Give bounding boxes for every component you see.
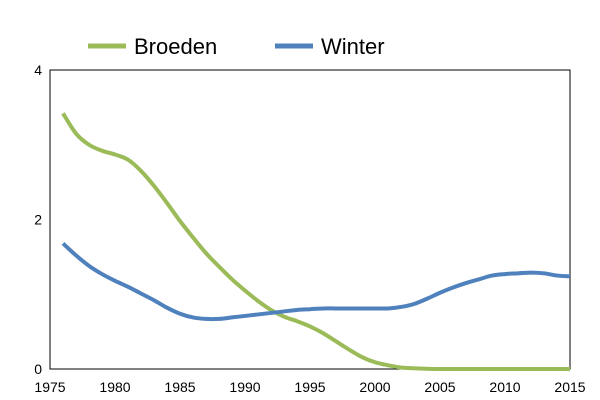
x-tick-label-2005: 2005 [424, 379, 455, 395]
x-tick-label-1975: 1975 [34, 379, 65, 395]
x-tick-label-1985: 1985 [164, 379, 195, 395]
x-tick-label-1995: 1995 [294, 379, 325, 395]
plot-area [49, 69, 571, 370]
y-tick-label-2: 2 [34, 212, 42, 228]
x-tick-label-1990: 1990 [229, 379, 260, 395]
x-tick-label-2010: 2010 [489, 379, 520, 395]
series-line-broeden [61, 112, 570, 372]
series-line-winter [61, 241, 571, 322]
x-tick-label-2015: 2015 [554, 379, 585, 395]
x-tick-label-2000: 2000 [359, 379, 390, 395]
y-axis: 0 2 4 [34, 62, 42, 377]
y-tick-label-0: 0 [34, 361, 42, 377]
x-axis: 1975 1980 1985 1990 1995 2000 2005 2010 2015 [34, 379, 585, 395]
series-layer [61, 112, 571, 372]
y-tick-label-4: 4 [34, 62, 42, 78]
legend-label-winter: Winter [321, 34, 385, 59]
x-tick-label-1980: 1980 [99, 379, 130, 395]
legend-label-broeden: Broeden [134, 34, 217, 59]
legend: Broeden Winter [88, 34, 385, 59]
